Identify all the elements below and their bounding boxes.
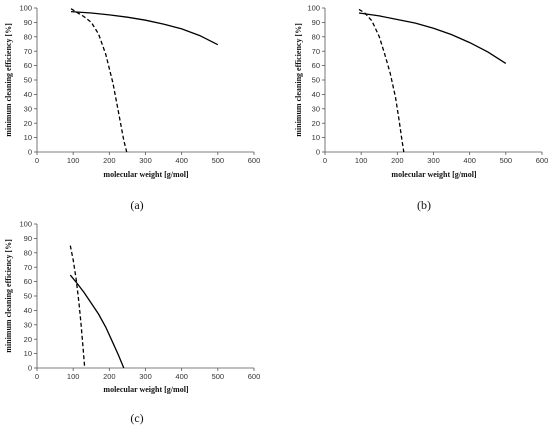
y-tick-label: 10 bbox=[24, 349, 32, 358]
x-tick-label: 500 bbox=[212, 156, 225, 165]
x-tick-label: 600 bbox=[536, 156, 549, 165]
dashed-series-line bbox=[70, 8, 128, 153]
x-axis-title: molecular weight [g/mol] bbox=[103, 385, 189, 394]
x-axis-title: molecular weight [g/mol] bbox=[103, 170, 189, 179]
dashed-series-line bbox=[358, 8, 405, 153]
x-axis-title: molecular weight [g/mol] bbox=[391, 170, 477, 179]
y-tick-label: 40 bbox=[24, 306, 32, 315]
y-tick-label: 0 bbox=[316, 148, 320, 157]
x-tick-label: 100 bbox=[355, 156, 368, 165]
x-tick-label: 100 bbox=[67, 372, 80, 381]
y-tick-label: 80 bbox=[24, 248, 32, 257]
x-tick-label: 200 bbox=[103, 156, 116, 165]
x-tick-label: 0 bbox=[35, 372, 39, 381]
x-tick-label: 600 bbox=[248, 156, 261, 165]
y-tick-label: 100 bbox=[19, 220, 32, 229]
x-tick-label: 100 bbox=[67, 156, 80, 165]
y-tick-label: 50 bbox=[312, 76, 320, 85]
y-tick-label: 30 bbox=[24, 104, 32, 113]
y-tick-label: 40 bbox=[24, 90, 32, 99]
x-tick-label: 500 bbox=[500, 156, 513, 165]
chart-panel-b: minimum cleaning efficiency [%] molecula… bbox=[294, 4, 548, 212]
y-tick-label: 10 bbox=[312, 133, 320, 142]
y-tick-label: 50 bbox=[24, 292, 32, 301]
x-tick-label: 0 bbox=[323, 156, 327, 165]
solid-series-line bbox=[358, 12, 507, 64]
y-axis-title: minimum cleaning efficiency [%] bbox=[4, 23, 13, 137]
y-tick-label: 90 bbox=[24, 234, 32, 243]
x-tick-label: 0 bbox=[35, 156, 39, 165]
y-axis-title: minimum cleaning efficiency [%] bbox=[4, 239, 13, 353]
panel-label: (b) bbox=[417, 198, 431, 212]
x-tick-label: 400 bbox=[463, 156, 476, 165]
x-tick-label: 300 bbox=[427, 156, 440, 165]
y-tick-label: 80 bbox=[312, 32, 320, 41]
y-tick-label: 50 bbox=[24, 76, 32, 85]
y-tick-label: 30 bbox=[24, 320, 32, 329]
y-tick-label: 70 bbox=[312, 47, 320, 56]
y-tick-label: 80 bbox=[24, 32, 32, 41]
panel-label: (c) bbox=[130, 411, 143, 425]
y-axis-title: minimum cleaning efficiency [%] bbox=[294, 23, 303, 137]
y-tick-label: 70 bbox=[24, 47, 32, 56]
y-tick-label: 40 bbox=[312, 90, 320, 99]
y-tick-label: 60 bbox=[24, 61, 32, 70]
y-tick-label: 20 bbox=[24, 335, 32, 344]
y-tick-label: 100 bbox=[19, 4, 32, 13]
x-tick-label: 200 bbox=[391, 156, 404, 165]
y-tick-label: 20 bbox=[24, 119, 32, 128]
chart-panel-a: minimum cleaning efficiency [%] molecula… bbox=[4, 4, 260, 212]
solid-series-line bbox=[70, 10, 219, 46]
dashed-series-line bbox=[69, 245, 86, 369]
x-tick-label: 200 bbox=[103, 372, 116, 381]
y-tick-label: 70 bbox=[24, 263, 32, 272]
y-tick-label: 10 bbox=[24, 133, 32, 142]
x-tick-label: 300 bbox=[139, 372, 152, 381]
y-tick-label: 20 bbox=[312, 119, 320, 128]
y-tick-label: 30 bbox=[312, 104, 320, 113]
x-tick-label: 400 bbox=[175, 156, 188, 165]
y-tick-label: 60 bbox=[24, 277, 32, 286]
x-tick-label: 500 bbox=[212, 372, 225, 381]
y-tick-label: 90 bbox=[24, 18, 32, 27]
y-tick-label: 60 bbox=[312, 61, 320, 70]
y-tick-label: 100 bbox=[307, 4, 320, 13]
solid-series-line bbox=[69, 274, 125, 369]
chart-panel-c: minimum cleaning efficiency [%] molecula… bbox=[4, 220, 260, 425]
x-tick-label: 600 bbox=[248, 372, 261, 381]
x-tick-label: 300 bbox=[139, 156, 152, 165]
y-tick-label: 0 bbox=[28, 148, 32, 157]
y-tick-label: 90 bbox=[312, 18, 320, 27]
panel-label: (a) bbox=[130, 198, 143, 212]
x-tick-label: 400 bbox=[175, 372, 188, 381]
y-tick-label: 0 bbox=[28, 364, 32, 373]
